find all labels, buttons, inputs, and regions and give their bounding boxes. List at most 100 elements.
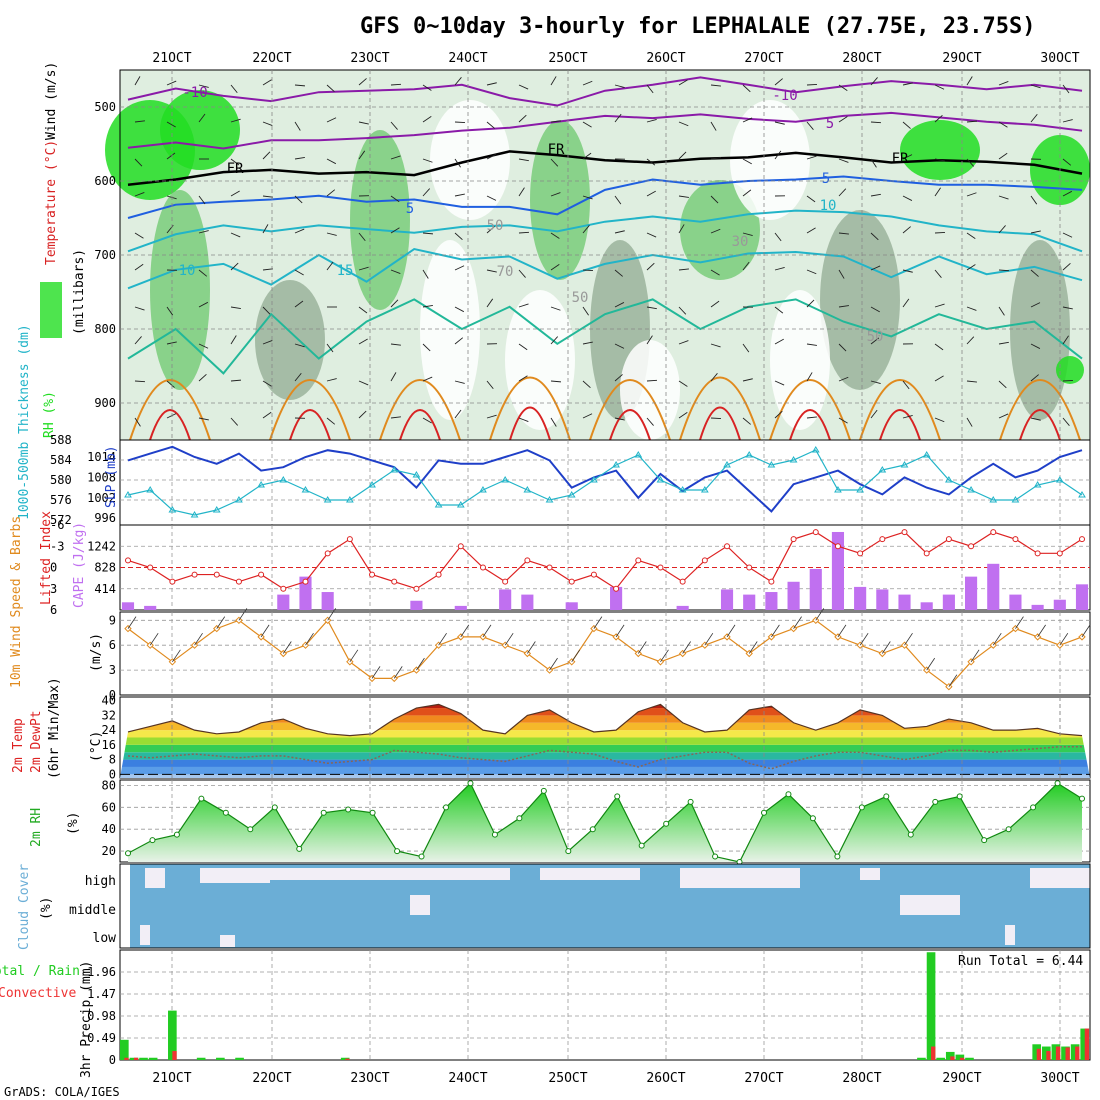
rh2m-point	[565, 848, 572, 855]
wind-barb	[646, 84, 654, 94]
wind-barb	[1030, 84, 1041, 89]
wind-barb	[166, 413, 177, 419]
rh-contour-fill	[1056, 356, 1084, 384]
lifted-index-point	[701, 557, 708, 564]
wind-barb	[998, 380, 1007, 389]
wind-barb	[838, 376, 849, 382]
cape-bar	[1031, 604, 1044, 610]
thickness-point	[146, 486, 155, 493]
wind-barb	[454, 306, 465, 313]
wind-barb	[294, 300, 304, 308]
wind-barb	[550, 76, 557, 86]
lifted-cape-panel: -6 -3 0 3 6 414 828 1242	[50, 518, 1091, 617]
contour-label: 5	[822, 171, 830, 187]
lifted-index-point	[169, 578, 176, 585]
wind-barb	[710, 300, 720, 308]
lifted-index-point	[1079, 536, 1085, 543]
cape-bar	[277, 594, 290, 610]
wind-barb	[710, 269, 720, 276]
lifted-index-point	[635, 557, 642, 564]
thickness-point	[922, 451, 931, 458]
wind10m-barb	[282, 641, 292, 654]
wind-barb	[934, 375, 944, 382]
wind-barb	[934, 158, 945, 162]
wind-barb	[294, 343, 305, 348]
contour-label: 50	[487, 218, 504, 234]
wind-barb	[1030, 302, 1041, 308]
wind-barb	[326, 343, 334, 353]
contour-label: 5	[826, 116, 834, 132]
top-date-label: 28OCT	[842, 51, 881, 66]
wind-barb	[518, 269, 526, 278]
cape-bar	[610, 586, 623, 610]
rh2m-point	[712, 853, 719, 860]
wind-barb	[902, 121, 911, 129]
slp-line	[127, 445, 1083, 513]
lifted-index-point	[879, 536, 886, 543]
wind-barb	[774, 338, 784, 345]
rh2m-point	[1054, 780, 1061, 787]
bottom-date-label: 26OCT	[646, 1071, 685, 1086]
y-tick-label: 828	[94, 561, 116, 575]
y-tick-label: 0	[109, 688, 116, 702]
lifted-index-point	[968, 543, 975, 550]
wind-barb	[806, 299, 815, 308]
rh2m-point	[956, 793, 963, 800]
cloud-gap	[145, 868, 165, 888]
wind10m-point	[279, 649, 288, 658]
bottom-date-label: 22OCT	[252, 1071, 291, 1086]
wind-barb	[838, 158, 849, 163]
rh-contour-fill	[530, 120, 590, 280]
wind10m-point	[1011, 624, 1020, 633]
wind-barb	[678, 306, 687, 315]
rh2m-point	[443, 804, 449, 811]
wind10m-point	[235, 616, 243, 625]
wind-barb	[838, 343, 847, 352]
wind-barb	[422, 158, 433, 163]
wind-barb	[422, 304, 433, 308]
wind-barb	[678, 224, 685, 234]
wind10m-barb	[416, 657, 425, 671]
wind-barb	[614, 343, 625, 349]
wind-barb	[550, 306, 561, 311]
wind-barb	[550, 120, 561, 123]
rh2m-point	[1030, 804, 1037, 811]
top-date-label: 27OCT	[744, 51, 783, 66]
rh2m-point	[1005, 826, 1012, 833]
isotherm-warm	[379, 379, 461, 441]
wind-barb	[806, 121, 814, 130]
convective-label: Convective	[0, 986, 76, 1001]
y-tick-label: 572	[50, 513, 72, 527]
wind10m-point	[812, 616, 820, 625]
wind-barb	[294, 156, 305, 160]
wind-barb	[998, 152, 1008, 160]
wind10m-barb	[482, 624, 492, 638]
lifted-index-line	[127, 531, 1083, 590]
isotherm-warm	[269, 379, 351, 441]
y-tick-label: 8	[109, 753, 116, 767]
isotherm-warm	[859, 379, 941, 441]
wind-barb	[582, 269, 594, 271]
wind-barb	[678, 195, 689, 198]
thickness-point	[257, 481, 265, 488]
wind-barb	[166, 306, 174, 316]
y-tick-label: 584	[50, 453, 72, 467]
wind-barb	[646, 379, 658, 382]
thickness-point	[811, 446, 820, 453]
wind-barb	[358, 338, 368, 345]
wind-barb	[390, 343, 401, 346]
rh-contour-fill	[900, 120, 980, 180]
y-tick-label: -6	[50, 518, 64, 532]
wind-barb	[358, 266, 369, 271]
wind-barb	[934, 417, 945, 423]
chart-title: GFS 0~10day 3-hourly for LEPHALALE (27.7…	[360, 14, 1036, 39]
precip-total-bar	[926, 952, 936, 1060]
y-tick-label: 40	[102, 822, 116, 836]
wind-barb	[742, 261, 750, 271]
rh2m-point	[761, 809, 767, 816]
wind10m-barb	[327, 608, 337, 621]
wind-barb	[198, 195, 206, 205]
wind10m-point	[346, 658, 354, 666]
top-date-label: 21OCT	[152, 51, 191, 66]
rh2m-label: 2m RH	[29, 808, 44, 847]
